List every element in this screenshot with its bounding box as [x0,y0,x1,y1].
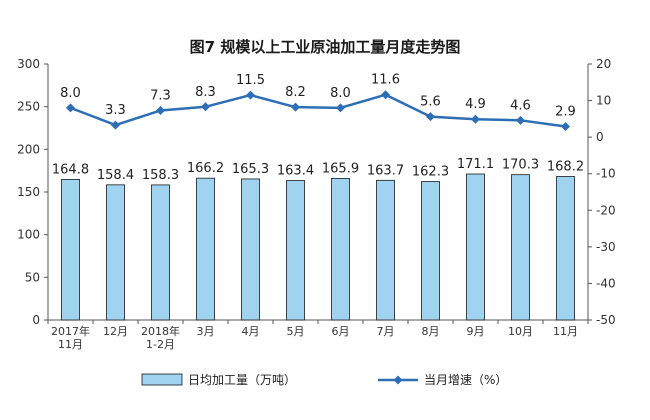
bar [241,178,260,321]
line-point [111,120,120,130]
left-tick-label: 300 [17,57,40,71]
x-tick-label: 5月 [287,325,305,338]
line-value-label: 11.6 [371,73,400,88]
chart-title: 图7 规模以上工业原油加工量月度走势图 [189,38,461,56]
line-value-label: 8.2 [285,85,306,100]
right-tick-label: 10 [596,94,611,108]
bar-value-label: 158.4 [97,168,134,183]
line-point [291,102,300,112]
left-tick-label: 0 [32,313,40,327]
line-point [156,105,165,115]
bar [151,184,170,321]
line-point [516,115,525,125]
right-tick-label: -10 [596,167,616,181]
right-tick-label: -40 [596,276,616,290]
line-point [66,103,75,113]
x-tick-label: 10月 [508,325,533,338]
legend-line-label: 当月增速（%） [424,373,507,387]
x-tick-label: 4月 [242,325,260,338]
line-value-label: 3.3 [105,103,126,118]
line-value-label: 5.6 [420,95,441,110]
x-tick-label: 7月 [377,325,395,338]
left-tick-label: 200 [17,142,40,156]
bar-value-label: 166.2 [187,161,224,176]
bar [466,173,485,321]
line-value-label: 8.3 [195,85,216,100]
line-point [246,90,255,100]
right-tick-label: 20 [596,57,611,71]
bar-value-label: 163.4 [277,164,314,179]
bar [556,176,575,321]
bar-value-label: 158.3 [142,168,179,183]
bar-value-label: 162.3 [412,165,449,180]
line-value-label: 4.9 [465,97,486,112]
bar [196,177,215,321]
bar-value-label: 171.1 [457,157,494,172]
bar-value-label: 164.8 [52,162,89,177]
bar [61,178,80,321]
bar [421,181,440,321]
left-tick-label: 100 [17,228,40,242]
bar-value-label: 170.3 [502,158,539,173]
line-value-label: 11.5 [236,73,265,88]
line-point [336,103,345,113]
line-point [471,114,480,124]
line-point [381,90,390,100]
bar-value-label: 165.9 [322,161,359,176]
bar-value-label: 168.2 [547,159,584,174]
bar-value-label: 163.7 [367,163,404,178]
bar [286,180,305,321]
x-tick-label: 3月 [197,325,215,338]
right-tick-label: -50 [596,313,616,327]
x-tick-label: 2017年 11月 [51,324,90,351]
right-tick-label: -20 [596,203,616,217]
x-tick-label: 12月 [103,325,128,338]
line-value-label: 2.9 [555,105,576,120]
line-value-label: 8.0 [330,86,351,101]
bar [106,184,125,321]
legend-bar-label: 日均加工量（万吨） [188,373,296,387]
line-value-label: 7.3 [150,88,171,103]
x-tick-label: 9月 [467,325,485,338]
x-tick-label: 2018年 1-2月 [141,324,180,351]
bar [331,178,350,321]
left-tick-label: 250 [17,100,40,114]
left-tick-label: 50 [25,270,40,284]
growth-line [70,93,566,128]
right-tick-label: -30 [596,240,616,254]
bar-value-label: 165.3 [232,162,269,177]
bar [376,179,395,321]
x-tick-label: 11月 [553,325,578,338]
line-point [201,102,210,112]
x-tick-label: 6月 [332,325,350,338]
bar [511,174,530,321]
line-value-label: 8.0 [60,86,81,101]
x-tick-label: 8月 [422,325,440,338]
left-tick-label: 150 [17,185,40,199]
legend-bar-swatch [141,373,183,386]
right-tick-label: 0 [596,130,604,144]
legend-line-marker [393,375,403,385]
line-value-label: 4.6 [510,98,531,113]
line-point [561,122,570,132]
line-point [426,112,435,122]
